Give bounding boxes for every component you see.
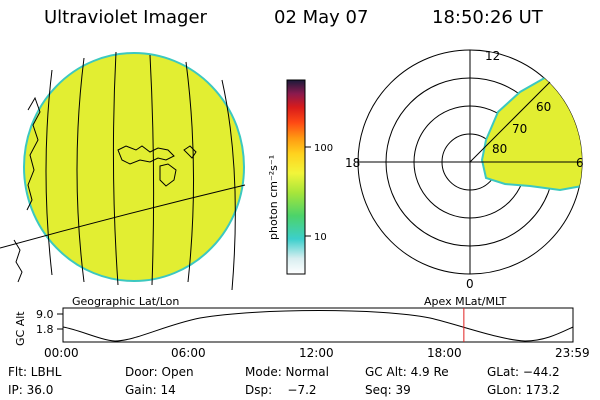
status-filter: Flt: LBHL bbox=[8, 365, 62, 379]
status-mode: Mode: Normal bbox=[245, 365, 329, 379]
right-panel-caption: Apex MLat/MLT bbox=[424, 295, 507, 308]
colorbar-unit: photon cm⁻²s⁻¹ bbox=[267, 155, 280, 240]
status-glon: GLon: 173.2 bbox=[487, 383, 560, 397]
orbit-altitude-curve bbox=[62, 310, 574, 342]
mlt-label-12: 12 bbox=[485, 49, 500, 63]
mlat-label-60: 60 bbox=[536, 100, 551, 114]
timeline-xtick-2359: 23:59 bbox=[555, 346, 590, 360]
mlt-label-0: 0 bbox=[466, 277, 474, 291]
color-bar bbox=[286, 79, 306, 275]
status-ip: IP: 36.0 bbox=[8, 383, 54, 397]
status-seq: Seq: 39 bbox=[365, 383, 411, 397]
left-panel-caption: Geographic Lat/Lon bbox=[72, 295, 179, 308]
polar-plot bbox=[357, 49, 583, 275]
date-label: 02 May 07 bbox=[274, 7, 369, 28]
mlat-label-80: 80 bbox=[492, 142, 507, 156]
colorbar-label-10: 10 bbox=[314, 232, 327, 243]
status-door: Door: Open bbox=[125, 365, 194, 379]
colorbar-label-100: 100 bbox=[314, 143, 333, 154]
timeline-xtick-1200: 12:00 bbox=[299, 346, 334, 360]
auroral-oval-image bbox=[480, 74, 582, 192]
mlt-label-18: 18 bbox=[345, 156, 360, 170]
status-dsp: Dsp: −7.2 bbox=[245, 383, 317, 397]
status-glat: GLat: −44.2 bbox=[487, 365, 560, 379]
timeline-xtick-1800: 18:00 bbox=[427, 346, 462, 360]
timeline-xtick-0600: 06:00 bbox=[171, 346, 206, 360]
status-gc-alt: GC Alt: 4.9 Re bbox=[365, 365, 449, 379]
timeline-ytick-9: 9.0 bbox=[36, 308, 54, 321]
orbit-timeline bbox=[57, 307, 574, 343]
status-gain: Gain: 14 bbox=[125, 383, 176, 397]
timeline-ytick-1-8: 1.8 bbox=[36, 323, 54, 336]
timeline-xtick-0000: 00:00 bbox=[44, 346, 79, 360]
mlt-label-6: 6 bbox=[576, 156, 584, 170]
timeline-ylabel: GC Alt bbox=[14, 311, 27, 346]
mlat-label-70: 70 bbox=[512, 122, 527, 136]
time-label: 18:50:26 UT bbox=[432, 7, 543, 28]
instrument-title: Ultraviolet Imager bbox=[44, 7, 207, 28]
earth-disk-image bbox=[0, 51, 246, 291]
